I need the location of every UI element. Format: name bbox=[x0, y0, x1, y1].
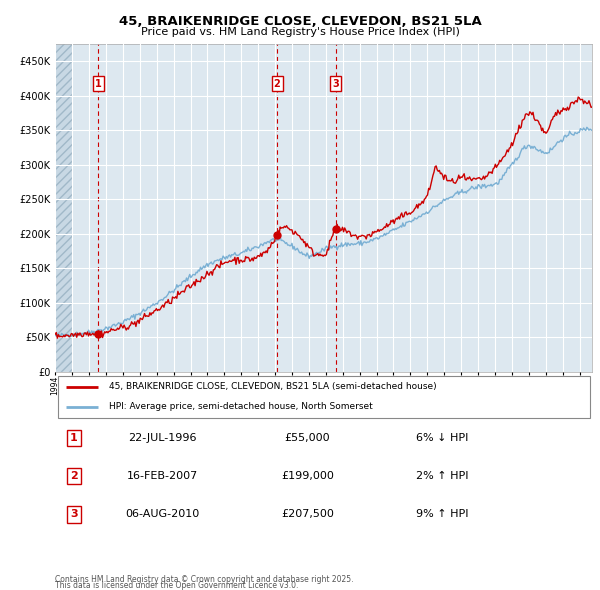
Text: £55,000: £55,000 bbox=[285, 433, 331, 442]
Text: £207,500: £207,500 bbox=[281, 510, 334, 519]
Text: 3: 3 bbox=[332, 78, 340, 88]
Text: 2: 2 bbox=[70, 471, 78, 481]
Text: 2% ↑ HPI: 2% ↑ HPI bbox=[416, 471, 468, 481]
Text: 1: 1 bbox=[70, 433, 78, 442]
Text: 16-FEB-2007: 16-FEB-2007 bbox=[127, 471, 198, 481]
Text: Price paid vs. HM Land Registry's House Price Index (HPI): Price paid vs. HM Land Registry's House … bbox=[140, 27, 460, 37]
Text: £199,000: £199,000 bbox=[281, 471, 334, 481]
Text: 2: 2 bbox=[274, 78, 280, 88]
Text: 06-AUG-2010: 06-AUG-2010 bbox=[125, 510, 200, 519]
Text: 3: 3 bbox=[70, 510, 78, 519]
FancyBboxPatch shape bbox=[58, 376, 590, 418]
Text: 6% ↓ HPI: 6% ↓ HPI bbox=[416, 433, 468, 442]
Text: Contains HM Land Registry data © Crown copyright and database right 2025.: Contains HM Land Registry data © Crown c… bbox=[55, 575, 354, 584]
Text: 45, BRAIKENRIDGE CLOSE, CLEVEDON, BS21 5LA: 45, BRAIKENRIDGE CLOSE, CLEVEDON, BS21 5… bbox=[119, 15, 481, 28]
Text: 9% ↑ HPI: 9% ↑ HPI bbox=[416, 510, 468, 519]
Text: 45, BRAIKENRIDGE CLOSE, CLEVEDON, BS21 5LA (semi-detached house): 45, BRAIKENRIDGE CLOSE, CLEVEDON, BS21 5… bbox=[109, 382, 437, 391]
Text: 22-JUL-1996: 22-JUL-1996 bbox=[128, 433, 197, 442]
Text: This data is licensed under the Open Government Licence v3.0.: This data is licensed under the Open Gov… bbox=[55, 581, 299, 590]
Bar bbox=[55, 44, 72, 372]
Text: HPI: Average price, semi-detached house, North Somerset: HPI: Average price, semi-detached house,… bbox=[109, 402, 373, 411]
Text: 1: 1 bbox=[95, 78, 102, 88]
